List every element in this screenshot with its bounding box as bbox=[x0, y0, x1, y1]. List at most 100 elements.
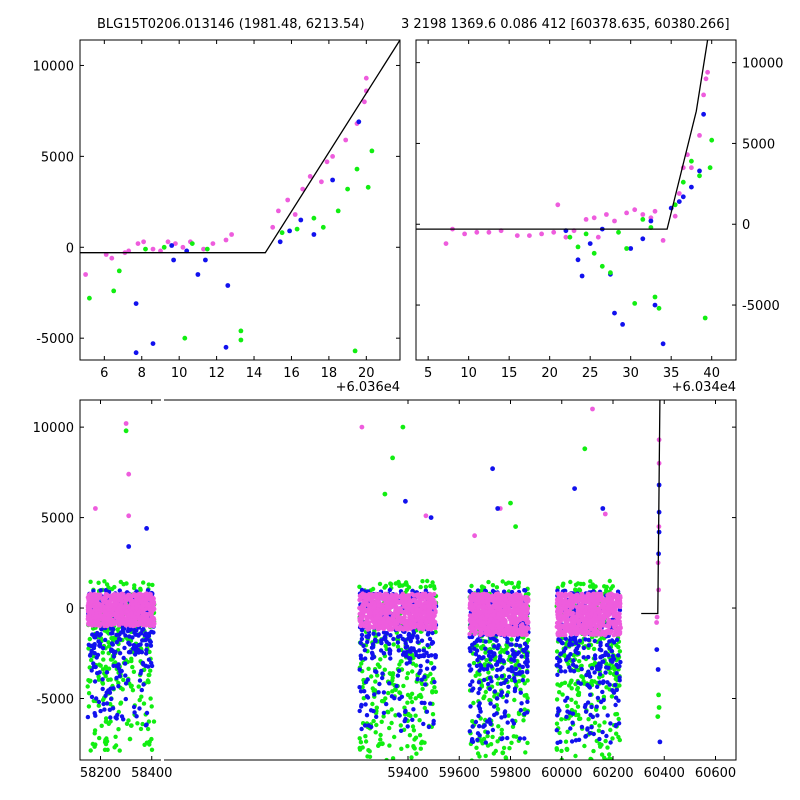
data-point bbox=[377, 581, 383, 587]
data-point bbox=[387, 587, 393, 593]
data-point bbox=[182, 335, 188, 341]
data-point bbox=[605, 680, 610, 685]
data-point bbox=[104, 599, 110, 604]
data-point bbox=[96, 580, 101, 585]
data-point bbox=[697, 168, 702, 174]
data-point bbox=[558, 658, 563, 663]
data-point bbox=[87, 597, 93, 603]
data-point bbox=[502, 709, 508, 714]
data-point bbox=[581, 655, 586, 660]
data-point bbox=[491, 603, 496, 608]
data-point bbox=[391, 642, 396, 647]
data-point bbox=[130, 688, 136, 693]
data-point bbox=[590, 582, 595, 587]
data-point bbox=[555, 202, 561, 208]
data-point bbox=[361, 643, 366, 648]
data-point bbox=[589, 757, 594, 760]
data-point bbox=[132, 583, 137, 588]
data-point bbox=[371, 718, 376, 724]
data-point bbox=[491, 636, 496, 641]
data-point bbox=[612, 310, 617, 316]
data-point bbox=[709, 137, 715, 143]
data-point bbox=[569, 678, 574, 683]
data-point bbox=[373, 591, 379, 597]
data-point bbox=[415, 634, 420, 639]
data-point bbox=[362, 603, 367, 608]
data-point bbox=[382, 637, 388, 642]
data-point bbox=[403, 653, 409, 659]
data-point bbox=[583, 637, 588, 642]
data-point bbox=[492, 599, 497, 604]
data-point bbox=[298, 217, 304, 223]
data-point bbox=[513, 616, 518, 621]
data-point bbox=[648, 218, 654, 224]
data-point bbox=[514, 642, 519, 648]
data-point bbox=[94, 655, 99, 660]
data-point bbox=[470, 724, 475, 729]
data-point bbox=[604, 212, 609, 217]
data-point bbox=[133, 620, 139, 626]
data-point bbox=[495, 659, 500, 665]
data-point bbox=[428, 701, 433, 706]
data-point bbox=[517, 736, 523, 741]
data-point bbox=[404, 675, 410, 681]
data-point bbox=[494, 696, 500, 701]
data-point bbox=[508, 642, 513, 647]
data-point bbox=[587, 241, 593, 247]
data-point bbox=[396, 648, 401, 653]
data-point bbox=[504, 699, 509, 704]
data-point bbox=[495, 646, 500, 651]
data-point bbox=[614, 711, 620, 717]
data-point bbox=[398, 723, 403, 728]
data-point bbox=[490, 734, 495, 740]
data-point bbox=[414, 652, 419, 658]
data-point bbox=[360, 766, 364, 770]
data-point bbox=[576, 716, 582, 722]
data-point bbox=[356, 119, 362, 125]
data-point bbox=[367, 603, 372, 608]
data-point bbox=[430, 630, 435, 636]
data-point bbox=[376, 768, 380, 772]
data-point bbox=[357, 685, 362, 690]
data-point bbox=[97, 644, 103, 649]
data-point bbox=[443, 241, 449, 247]
data-point bbox=[388, 671, 393, 677]
data-point bbox=[114, 609, 120, 614]
data-point bbox=[574, 646, 579, 651]
data-point bbox=[359, 661, 364, 666]
data-point bbox=[492, 644, 497, 649]
data-point bbox=[431, 762, 435, 766]
data-point bbox=[518, 708, 523, 713]
data-point bbox=[660, 341, 666, 347]
data-point bbox=[189, 241, 195, 247]
data-point bbox=[100, 686, 105, 692]
data-point bbox=[358, 689, 364, 694]
data-point bbox=[379, 698, 385, 704]
data-point bbox=[203, 257, 208, 263]
data-point bbox=[363, 75, 369, 81]
data-point bbox=[468, 682, 473, 688]
data-point bbox=[114, 619, 120, 624]
data-point bbox=[509, 581, 514, 586]
data-point bbox=[583, 231, 589, 237]
data-point bbox=[612, 667, 617, 672]
data-point bbox=[343, 137, 349, 143]
data-point bbox=[141, 701, 147, 706]
data-point bbox=[126, 718, 131, 723]
data-point bbox=[86, 691, 92, 696]
data-point bbox=[373, 638, 378, 644]
data-point bbox=[462, 231, 467, 237]
data-point bbox=[505, 650, 510, 655]
data-point bbox=[113, 660, 118, 665]
data-point bbox=[85, 714, 91, 720]
data-point bbox=[477, 686, 482, 692]
data-point bbox=[432, 685, 437, 690]
data-point bbox=[96, 674, 101, 679]
data-point bbox=[360, 745, 365, 750]
data-point bbox=[144, 595, 150, 601]
data-point bbox=[429, 600, 434, 605]
data-point bbox=[591, 250, 597, 256]
data-point bbox=[491, 612, 496, 618]
top-right-chart-title: 3 2198 1369.6 0.086 412 [60378.635, 6038… bbox=[401, 17, 730, 32]
data-point bbox=[492, 651, 497, 656]
